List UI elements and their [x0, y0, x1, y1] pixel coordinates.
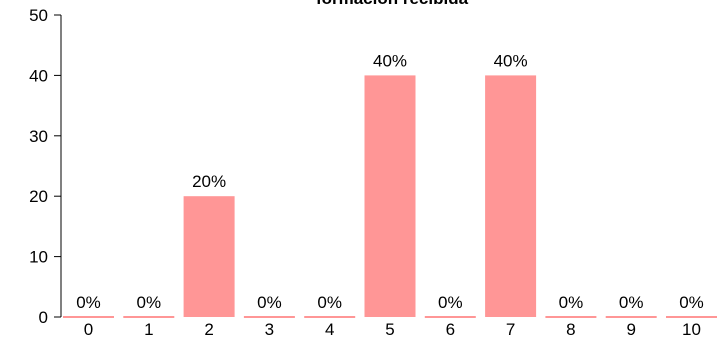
bar [364, 75, 416, 318]
y-tick-label: 20 [29, 187, 48, 206]
y-tick-label: 30 [29, 127, 48, 146]
x-tick-label: 1 [144, 320, 153, 339]
y-tick-label: 40 [29, 66, 48, 85]
data-label: 20% [192, 172, 226, 191]
x-tick-label: 5 [385, 320, 394, 339]
y-tick-label: 0 [39, 308, 48, 327]
x-tick-label: 10 [682, 320, 701, 339]
x-tick-label: 3 [265, 320, 274, 339]
data-label: 40% [494, 51, 528, 70]
y-tick-label: 10 [29, 248, 48, 267]
bars [63, 75, 717, 318]
x-tick-label: 8 [566, 320, 575, 339]
data-label: 0% [317, 293, 342, 312]
data-label: 0% [679, 293, 704, 312]
x-tick-label: 6 [446, 320, 455, 339]
x-tick-label: 9 [626, 320, 635, 339]
data-label: 0% [619, 293, 644, 312]
chart-title: formación recibida [316, 0, 469, 8]
bar [485, 75, 537, 318]
data-labels: 0% 0% 20% 0% 0% 40% 0% 40% 0% 0% 0% [76, 51, 704, 312]
x-tick-label: 2 [204, 320, 213, 339]
y-tick-label: 50 [29, 6, 48, 25]
data-label: 0% [76, 293, 101, 312]
x-tick-label: 7 [506, 320, 515, 339]
data-label: 0% [559, 293, 584, 312]
x-axis-labels: 0 1 2 3 4 5 6 7 8 9 10 [84, 320, 701, 339]
bar [183, 196, 235, 317]
data-label: 0% [257, 293, 282, 312]
data-label: 40% [373, 51, 407, 70]
y-axis: 0 10 20 30 40 50 [29, 6, 62, 327]
x-tick-label: 4 [325, 320, 334, 339]
x-tick-label: 0 [84, 320, 93, 339]
data-label: 0% [438, 293, 463, 312]
data-label: 0% [137, 293, 162, 312]
